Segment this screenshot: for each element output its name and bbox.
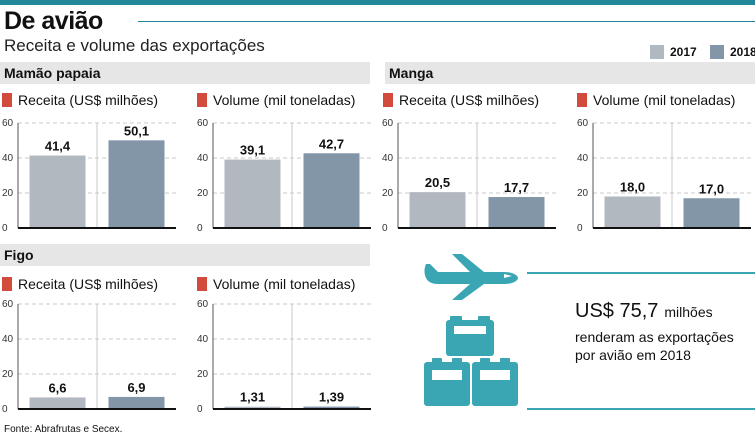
bar-value-label: 39,1 [240, 143, 265, 158]
bar-value-label: 20,5 [425, 175, 450, 190]
y-tick-label: 20 [2, 188, 14, 199]
bar-2018 [108, 396, 165, 409]
y-tick-label: 20 [2, 369, 14, 380]
red-bullet-icon [2, 277, 12, 291]
bar-value-label: 50,1 [124, 123, 149, 138]
chart-title-mamao-receita: Receita (US$ milhões) [2, 92, 158, 108]
chart-figo-volume: 0 20 40 60 1,31 1,39 [197, 299, 371, 415]
section-mamao: Mamão papaia [0, 62, 370, 84]
legend-item-2018: 2018 [710, 45, 755, 59]
luggage-icon [424, 316, 518, 406]
y-tick-label: 40 [577, 153, 589, 164]
chart-mamao-receita: 0 20 40 60 41,4 50,1 [2, 118, 176, 234]
y-tick-label: 60 [382, 118, 394, 129]
y-tick-label: 40 [2, 334, 14, 345]
chart-mamao-volume: 0 20 40 60 39,1 42,7 [197, 118, 371, 234]
source-note: Fonte: Abrafrutas e Secex. [4, 424, 123, 435]
y-tick-label: 60 [2, 299, 14, 310]
y-tick-label: 0 [577, 223, 583, 234]
bar-value-label: 42,7 [319, 136, 344, 151]
legend-label-2017: 2017 [670, 45, 697, 59]
chart-title-manga-receita: Receita (US$ milhões) [383, 92, 539, 108]
y-tick-label: 20 [382, 188, 394, 199]
callout-line-top [527, 272, 755, 274]
red-bullet-icon [577, 93, 587, 107]
y-tick-label: 40 [2, 153, 14, 164]
bar-2018 [683, 198, 740, 228]
y-tick-label: 40 [197, 153, 209, 164]
legend-swatch-2018 [710, 45, 724, 59]
bar-2018 [488, 197, 545, 228]
bar-value-label: 6,6 [48, 380, 66, 395]
callout-amount-line: US$ 75,7 milhões [575, 300, 713, 323]
airplane-icon [424, 254, 518, 300]
chart-title-manga-volume: Volume (mil toneladas) [577, 92, 735, 108]
chart-title-text: Receita (US$ milhões) [399, 92, 540, 108]
chart-title-text: Receita (US$ milhões) [18, 276, 159, 292]
callout-amount: US$ 75,7 [575, 300, 659, 322]
bar-2018 [108, 140, 165, 228]
bar-2017 [604, 196, 661, 228]
y-tick-label: 0 [197, 404, 203, 415]
bar-value-label: 17,0 [699, 181, 724, 196]
chart-title-text: Volume (mil toneladas) [593, 92, 736, 108]
chart-title-figo-volume: Volume (mil toneladas) [197, 276, 355, 292]
section-figo: Figo [0, 244, 370, 266]
y-tick-label: 60 [197, 299, 209, 310]
chart-title-text: Volume (mil toneladas) [213, 276, 356, 292]
bar-value-label: 1,31 [240, 390, 265, 405]
legend-label-2018: 2018 [730, 45, 755, 59]
page-title: De avião [4, 7, 103, 35]
y-tick-label: 0 [382, 223, 388, 234]
callout-unit: milhões [664, 304, 713, 320]
bar-2017 [29, 155, 86, 228]
chart-title-text: Volume (mil toneladas) [213, 92, 356, 108]
red-bullet-icon [383, 93, 393, 107]
y-tick-label: 60 [577, 118, 589, 129]
y-tick-label: 20 [197, 188, 209, 199]
chart-manga-volume: 0 20 40 60 18,0 17,0 [577, 118, 751, 234]
bar-2018 [303, 153, 360, 228]
callout-text: renderam as exportações por avião em 201… [575, 329, 734, 363]
title-rule [138, 21, 755, 22]
chart-figo-receita: 0 20 40 60 6,6 6,9 [2, 299, 176, 415]
y-tick-label: 20 [197, 369, 209, 380]
y-tick-label: 20 [577, 188, 589, 199]
y-tick-label: 0 [197, 223, 203, 234]
top-accent-bar [0, 0, 755, 5]
bar-value-label: 18,0 [620, 180, 645, 195]
red-bullet-icon [197, 277, 207, 291]
bar-value-label: 41,4 [45, 139, 71, 154]
chart-manga-receita: 0 20 40 60 20,5 17,7 [382, 118, 556, 234]
bar-2017 [224, 159, 281, 228]
y-tick-label: 60 [2, 118, 14, 129]
section-manga: Manga [385, 62, 755, 84]
chart-title-figo-receita: Receita (US$ milhões) [2, 276, 158, 292]
bar-2017 [409, 192, 466, 228]
y-tick-label: 0 [2, 223, 8, 234]
bar-value-label: 17,7 [504, 180, 529, 195]
bar-2017 [29, 397, 86, 409]
y-tick-label: 40 [382, 153, 394, 164]
y-tick-label: 40 [197, 334, 209, 345]
red-bullet-icon [2, 93, 12, 107]
page-subtitle: Receita e volume das exportações [4, 36, 265, 55]
chart-title-text: Receita (US$ milhões) [18, 92, 159, 108]
legend-swatch-2017 [650, 45, 664, 59]
y-tick-label: 60 [197, 118, 209, 129]
callout-line-bottom [527, 408, 755, 410]
chart-title-mamao-volume: Volume (mil toneladas) [197, 92, 355, 108]
bar-2017 [224, 406, 281, 409]
y-tick-label: 0 [2, 404, 8, 415]
bar-value-label: 1,39 [319, 390, 344, 405]
legend-item-2017: 2017 [650, 45, 697, 59]
red-bullet-icon [197, 93, 207, 107]
bar-value-label: 6,9 [127, 380, 145, 395]
bar-2018 [303, 406, 360, 409]
